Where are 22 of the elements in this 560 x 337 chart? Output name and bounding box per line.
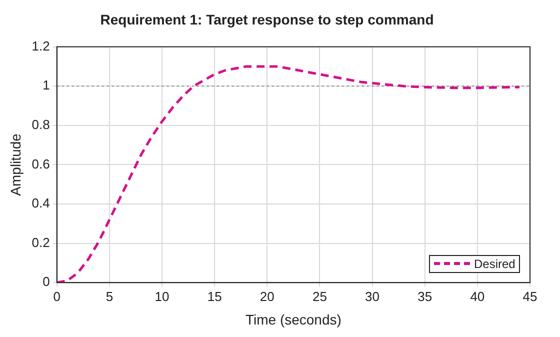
y-tick-label: 0.8	[32, 116, 50, 132]
x-tick-label: 35	[418, 288, 432, 304]
y-axis-title: Amplitude	[7, 133, 24, 196]
x-tick-label: 20	[260, 288, 274, 304]
y-tick-label: 1.2	[32, 38, 50, 54]
x-tick-label: 25	[312, 288, 327, 304]
y-tick-label: 0	[42, 274, 50, 290]
y-tick-label: 0.4	[32, 196, 50, 211]
y-tick-label: 0.2	[32, 234, 50, 250]
legend-label: Desired	[474, 256, 516, 271]
line-series	[56, 65, 521, 283]
y-tick-label: 1	[42, 78, 50, 93]
x-tick-label: 45	[522, 288, 538, 304]
x-tick-label: 0	[53, 288, 60, 304]
x-tick-label: 30	[365, 288, 380, 304]
chart-title: Requirement 1: Target response to step command	[100, 11, 434, 28]
x-tick-label: 15	[207, 288, 222, 304]
x-tick-label: 5	[106, 288, 114, 304]
x-axis-title: Time (seconds)	[245, 311, 342, 328]
x-tick-label: 40	[470, 288, 485, 304]
x-tick-label: 10	[154, 288, 170, 304]
y-tick-label: 0.6	[32, 156, 50, 172]
